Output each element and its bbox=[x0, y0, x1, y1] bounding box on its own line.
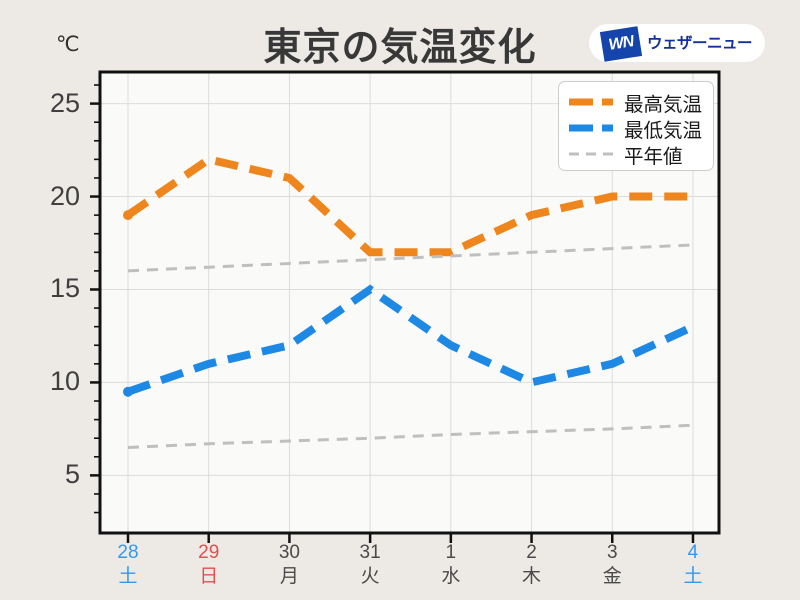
legend-item-min-temp: 最低気温 bbox=[569, 115, 713, 142]
series-start-dot-min-temp bbox=[123, 386, 133, 397]
chart-title: 東京の気温変化 bbox=[263, 27, 537, 69]
x-axis-weekday: 土 bbox=[683, 566, 703, 587]
series-line-max-temp bbox=[125, 155, 693, 257]
x-axis-day-label: 30 月 bbox=[279, 541, 300, 589]
plot-border bbox=[98, 70, 721, 535]
x-axis-date: 4 bbox=[687, 542, 699, 563]
x-axis-weekday: 日 bbox=[199, 566, 219, 587]
x-axis-day-label: 28 土 bbox=[117, 541, 138, 589]
x-axis-date: 3 bbox=[606, 542, 618, 563]
x-axis-date: 31 bbox=[359, 542, 381, 563]
y-axis-unit-label: ℃ bbox=[56, 33, 80, 56]
x-axis-date: 29 bbox=[198, 542, 220, 563]
legend-item-normal: 平年値 bbox=[569, 141, 713, 168]
x-axis-date: 2 bbox=[526, 542, 537, 563]
legend: 最高気温 最低気温 平年値 bbox=[558, 81, 714, 171]
max-temp-line-sample-icon bbox=[569, 98, 613, 106]
x-axis-date: 28 bbox=[117, 542, 139, 563]
legend-label-normal: 平年値 bbox=[624, 145, 683, 168]
x-axis-weekday: 火 bbox=[360, 566, 380, 587]
legend-label-min-temp: 最低気温 bbox=[624, 119, 703, 142]
x-axis-weekday: 水 bbox=[441, 566, 461, 587]
y-axis-tick-label: 5 bbox=[64, 459, 80, 490]
x-axis-weekday: 木 bbox=[522, 566, 542, 587]
x-axis-weekday: 月 bbox=[279, 566, 299, 587]
x-axis-weekday: 土 bbox=[118, 566, 138, 587]
series-start-dot-max-temp bbox=[123, 210, 133, 221]
x-axis-weekday: 金 bbox=[602, 566, 622, 587]
x-axis-date: 1 bbox=[445, 542, 457, 563]
y-axis-tick-label: 10 bbox=[49, 366, 80, 397]
normal-line-sample-icon bbox=[569, 152, 613, 156]
y-axis-tick-label: 20 bbox=[49, 180, 80, 211]
y-axis-tick-label: 15 bbox=[49, 273, 80, 304]
legend-item-max-temp: 最高気温 bbox=[569, 89, 713, 116]
legend-label-max-temp: 最高気温 bbox=[624, 93, 703, 116]
x-axis-day-label: 29 日 bbox=[198, 541, 219, 589]
series-line-min-temp bbox=[126, 284, 695, 396]
min-temp-line-sample-icon bbox=[569, 124, 613, 132]
x-axis-day-label: 31 火 bbox=[360, 541, 381, 589]
x-axis-date: 30 bbox=[278, 542, 300, 563]
y-axis-tick-label: 25 bbox=[49, 87, 80, 118]
